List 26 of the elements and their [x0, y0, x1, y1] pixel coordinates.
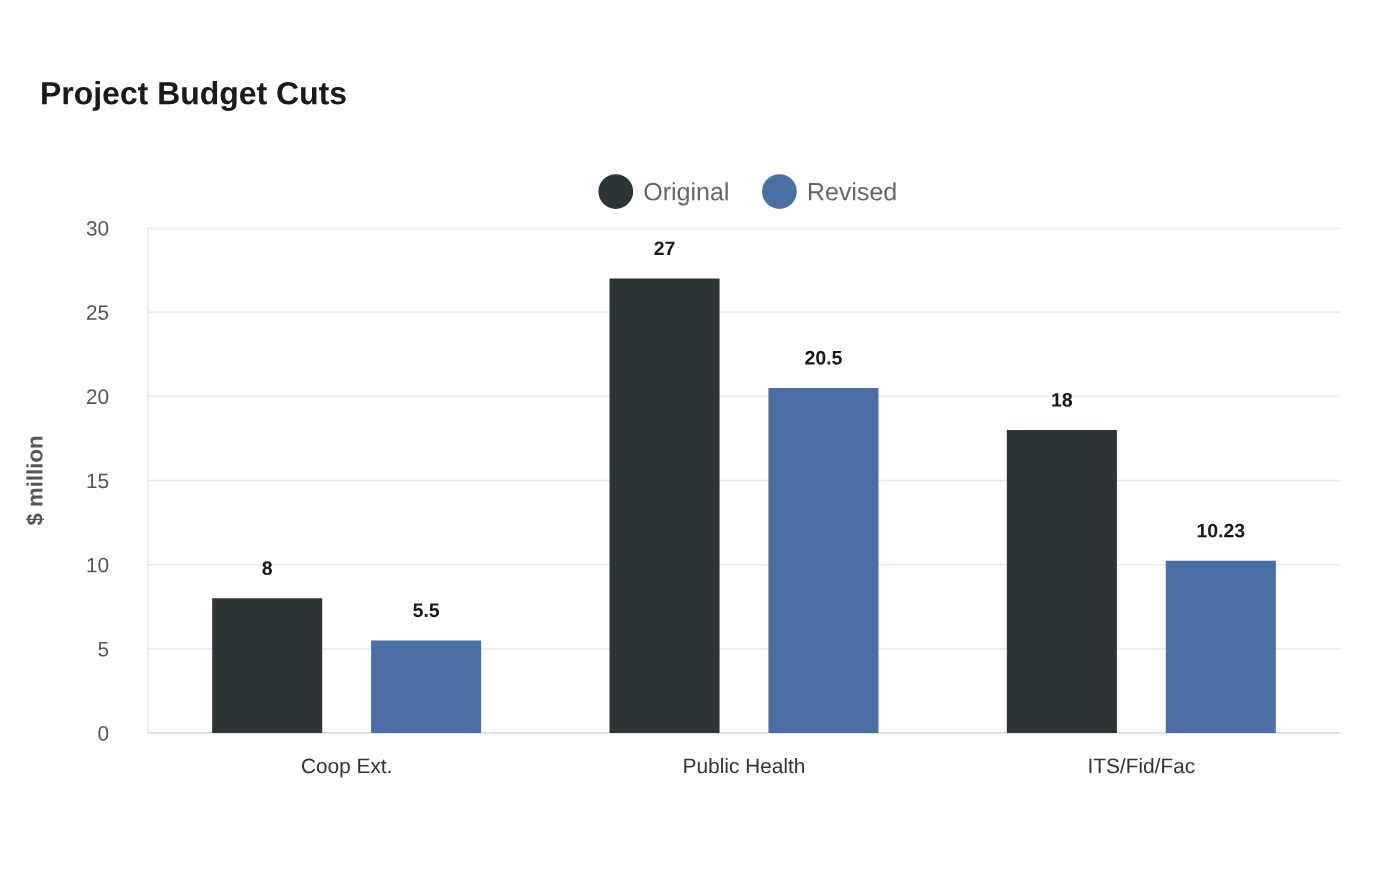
bar — [609, 278, 720, 733]
x-tick-label: Public Health — [684, 758, 805, 774]
data-label: 18 — [1052, 392, 1073, 407]
y-axis-title: $ million — [25, 436, 45, 526]
data-label: 27 — [654, 241, 675, 256]
y-tick-label: 25 — [86, 305, 109, 320]
data-label: 8 — [262, 561, 273, 576]
y-tick-label: 0 — [98, 726, 109, 741]
bar — [768, 387, 879, 733]
data-label: 20.5 — [805, 350, 842, 365]
y-tick-label: 20 — [86, 389, 109, 405]
y-tick-label: 5 — [98, 642, 109, 657]
x-tick-label: Coop Ext. — [301, 758, 391, 778]
x-tick-label: ITS/Fid/Fac — [1089, 758, 1195, 774]
y-tick-label: 15 — [87, 473, 109, 489]
bar — [371, 640, 482, 733]
bar — [1165, 560, 1276, 733]
bar — [212, 598, 323, 733]
chart-title: Project Budget Cuts — [42, 81, 346, 111]
data-label: 5.5 — [413, 603, 440, 618]
bar — [1006, 430, 1117, 733]
y-tick-label: 10 — [87, 557, 109, 573]
legend-label: Original — [644, 182, 728, 206]
legend-label: Revised — [808, 182, 896, 201]
y-tick-label: 30 — [86, 221, 109, 236]
data-label: 10.23 — [1197, 523, 1245, 538]
